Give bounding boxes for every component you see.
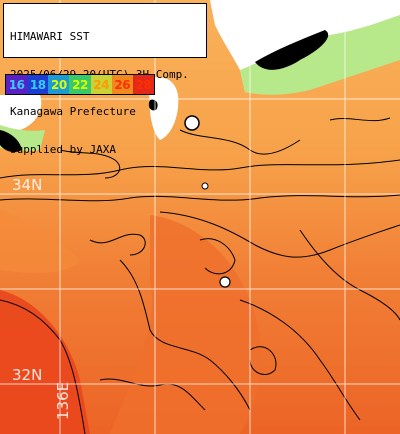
cloud-area bbox=[0, 130, 22, 153]
cool-coastal-water bbox=[240, 15, 400, 95]
scale-step-20: 20 bbox=[48, 75, 70, 94]
warm-water-region bbox=[110, 215, 261, 434]
land-area bbox=[149, 77, 179, 140]
scale-step-26: 26 bbox=[111, 75, 133, 94]
map-title-box: HIMAWARI SST 2025/06/29 20(UTC) 3H Comp.… bbox=[3, 3, 207, 155]
land-area bbox=[300, 0, 400, 39]
scale-step-18: 18 bbox=[27, 75, 49, 94]
latitude-label-34n: 34N bbox=[12, 176, 43, 194]
title-line-4: supplied by JAXA bbox=[10, 142, 116, 156]
longitude-label-136e: 136E bbox=[54, 381, 72, 420]
land-area bbox=[0, 95, 42, 130]
title-line-1: HIMAWARI SST bbox=[10, 30, 90, 43]
scale-step-28: 28 bbox=[132, 75, 154, 94]
latitude-label-32n: 32N bbox=[12, 366, 43, 384]
title-line-3: Kanagawa Prefecture bbox=[10, 105, 136, 118]
scale-step-22: 22 bbox=[69, 75, 91, 94]
temperature-color-scale: 16 18 20 22 24 26 28 bbox=[5, 74, 155, 95]
scale-step-16: 16 bbox=[6, 75, 28, 94]
island bbox=[219, 276, 231, 288]
scale-step-24: 24 bbox=[90, 75, 112, 94]
warm-water-region bbox=[0, 290, 90, 434]
island bbox=[201, 182, 209, 190]
cloud-area bbox=[255, 30, 329, 70]
isotherm-contours bbox=[0, 117, 400, 434]
island bbox=[184, 115, 200, 131]
